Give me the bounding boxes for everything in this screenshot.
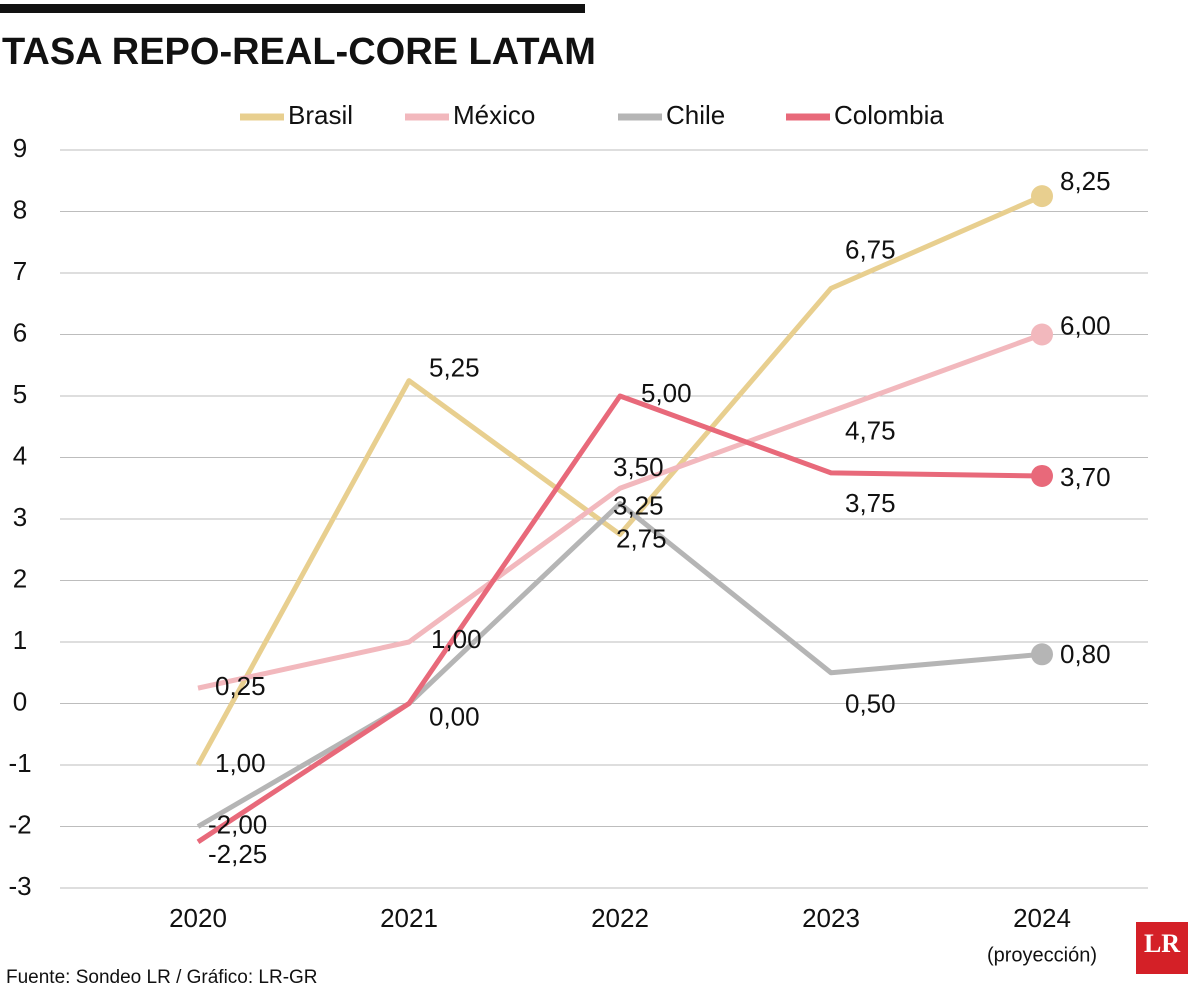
end-marker	[1031, 464, 1053, 487]
source: Fuente: Sondeo LR / Gráfico: LR-GR	[6, 967, 318, 988]
x-tick-label: 2020	[169, 903, 227, 933]
top-bar	[0, 4, 585, 13]
chart-title: TASA REPO-REAL-CORE LATAM	[2, 31, 596, 73]
data-label: 0,00	[429, 701, 480, 731]
end-marker	[1031, 185, 1053, 208]
end-marker	[1031, 643, 1053, 666]
data-label: 6,75	[845, 234, 896, 264]
data-label: 6,00	[1060, 310, 1111, 340]
x-tick-note: (proyección)	[987, 944, 1097, 966]
data-label: 0,25	[215, 671, 266, 701]
y-tick-label: 6	[13, 317, 27, 347]
y-tick-label: 3	[13, 502, 27, 532]
data-label: 3,75	[845, 488, 896, 518]
legend-label: Colombia	[834, 100, 944, 130]
y-tick-label: 1	[13, 625, 27, 655]
x-tick-label: 2024	[1013, 903, 1071, 933]
x-tick-label: 2021	[380, 903, 438, 933]
series-line	[196, 501, 1043, 829]
x-tick-label: 2022	[591, 903, 649, 933]
legend-label: México	[453, 100, 535, 130]
y-tick-label: 8	[13, 194, 27, 224]
data-label: 0,50	[845, 689, 896, 719]
legend-label: Chile	[666, 100, 725, 130]
y-tick-label: -3	[8, 871, 31, 901]
y-tick-label: 2	[13, 563, 27, 593]
data-label: -2,25	[208, 839, 267, 869]
y-tick-label: 0	[13, 686, 27, 716]
data-label: 2,75	[616, 523, 667, 553]
y-tick-label: 7	[13, 256, 27, 286]
data-label: -2,00	[208, 809, 267, 839]
x-tick-label: 2023	[802, 903, 860, 933]
series-line	[197, 332, 1043, 691]
data-label: 1,00	[215, 748, 266, 778]
legend-label: Brasil	[288, 100, 353, 130]
logo: LR	[1144, 929, 1180, 958]
series-line	[195, 193, 1044, 767]
y-tick-label: -2	[8, 809, 31, 839]
y-tick-label: 5	[13, 379, 27, 409]
data-label: 3,25	[613, 491, 664, 521]
end-marker	[1031, 323, 1053, 346]
y-tick-label: -1	[8, 748, 31, 778]
data-label: 1,00	[431, 624, 482, 654]
data-label: 8,25	[1060, 166, 1111, 196]
data-label: 5,00	[641, 378, 692, 408]
logo-box	[1136, 922, 1188, 974]
y-tick-label: 4	[13, 440, 27, 470]
data-label: 5,25	[429, 353, 480, 383]
data-label: 3,50	[613, 452, 664, 482]
data-label: 3,70	[1060, 462, 1111, 492]
data-label: 4,75	[845, 415, 896, 445]
data-label: 0,80	[1060, 639, 1111, 669]
y-tick-label: 9	[13, 133, 27, 163]
series-line	[196, 393, 1043, 844]
